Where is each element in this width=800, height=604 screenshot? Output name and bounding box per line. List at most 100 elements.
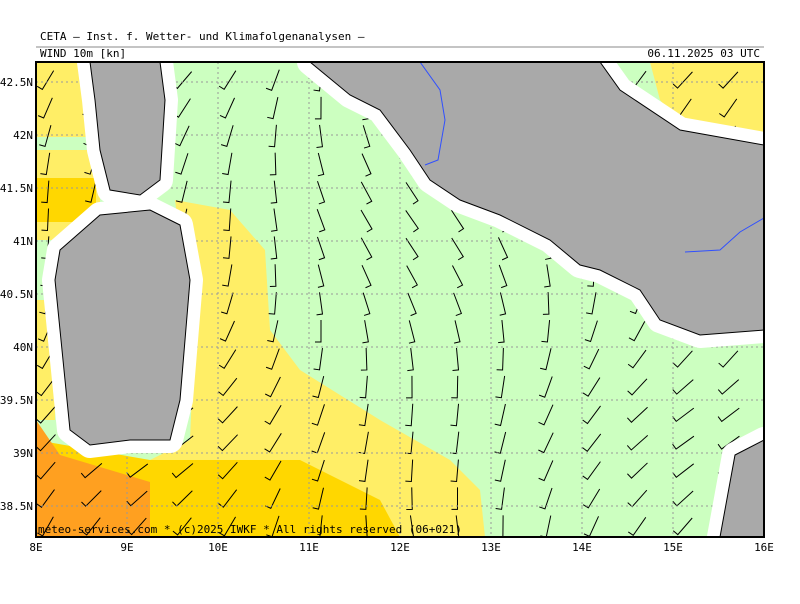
lat-label: 39N (13, 447, 33, 460)
wind-barb (362, 320, 369, 344)
lon-label: 16E (754, 541, 774, 554)
wind-barb (36, 434, 56, 452)
wind-barb (360, 181, 373, 205)
wind-barb (175, 153, 189, 175)
land (54, 62, 764, 537)
wind-barb (219, 320, 235, 342)
corsica (89, 62, 166, 196)
wind-barb (220, 125, 234, 147)
wind-barb (81, 490, 102, 507)
wind-barb (627, 462, 648, 479)
wind-barb (497, 237, 509, 261)
wind-barb (36, 489, 55, 509)
wind-barb (222, 264, 233, 287)
wind-barb (172, 517, 192, 536)
wind-barb (494, 431, 507, 454)
wind-barb (218, 377, 238, 397)
wind-barb (626, 406, 648, 423)
lon-label: 14E (572, 541, 592, 554)
wind-barb (264, 405, 282, 425)
wind-barb (269, 264, 277, 287)
lat-label: 42.5N (0, 76, 33, 89)
wind-barb (451, 237, 464, 261)
wind-barb (719, 98, 738, 118)
wind-barb (362, 125, 371, 149)
wind-barb (498, 320, 505, 344)
title: CETA – Inst. f. Wetter- und Klimafolgena… (40, 30, 365, 43)
wind-barb (409, 515, 415, 537)
wind-barb (405, 210, 419, 233)
wind-barb (672, 517, 693, 536)
sicily (719, 439, 764, 537)
wind-barb (451, 210, 465, 233)
wind-barb (81, 517, 101, 536)
wind-barb (171, 463, 194, 479)
wind-barb (455, 515, 460, 537)
wind-barb (223, 208, 232, 231)
wind-barb (496, 347, 504, 371)
credit: meteo-services.com * (c)2025 IWKF * All … (38, 523, 462, 536)
wind-barb (270, 236, 278, 260)
wind-barb (36, 70, 55, 91)
wind-barb (217, 462, 238, 480)
wind-barb (672, 407, 695, 423)
wind-barb (627, 517, 647, 537)
map-frame (35, 61, 765, 538)
wind-barb (495, 487, 505, 510)
wind-barb (494, 459, 506, 482)
wind-barb (452, 347, 460, 371)
wind-barb (718, 71, 739, 89)
lat-label: 41N (13, 235, 33, 248)
wind-barb (314, 96, 322, 120)
wind-barb (359, 375, 368, 399)
wind-barb (267, 320, 279, 343)
wind-barb (538, 432, 554, 454)
wind-barb (316, 292, 324, 316)
sardinia (54, 209, 191, 446)
wind-barb (264, 376, 281, 398)
wind-barb (450, 459, 459, 483)
wind-barb (586, 292, 597, 315)
wind-barb (358, 459, 369, 482)
italy (309, 62, 764, 336)
wind-barb (451, 375, 459, 399)
map-area (36, 62, 764, 537)
wind-barb (405, 459, 414, 483)
wind-barb (265, 488, 281, 510)
wind-barb (499, 292, 507, 316)
wind-barb (316, 208, 326, 233)
wind-barb (174, 125, 190, 147)
wind-barb (311, 404, 325, 426)
wind-barb (312, 376, 325, 399)
wind-barb (222, 180, 232, 204)
wind-barb (582, 461, 601, 481)
wind-barb (268, 124, 277, 148)
wind-barb (175, 180, 188, 203)
wind-barb (495, 375, 506, 399)
wind-barb (218, 70, 237, 91)
wind-barb (541, 320, 551, 343)
lon-label: 12E (390, 541, 410, 554)
wind-barb (265, 69, 280, 91)
wind-barb (540, 348, 552, 371)
wind-barb (217, 406, 238, 424)
wind-barb (406, 487, 413, 511)
wind-barb (316, 236, 326, 261)
lat-label: 39.5N (0, 394, 33, 407)
wind-barb (360, 237, 373, 261)
wind-barb (126, 463, 149, 478)
wind-barb (672, 350, 693, 368)
wind-barb (626, 434, 649, 451)
wind-barb (317, 264, 325, 288)
wind-barb (316, 124, 324, 148)
wind-barb (36, 406, 56, 424)
wind-barb (582, 377, 601, 397)
wind-barb (80, 463, 103, 479)
wind-barb (37, 97, 53, 119)
wind-barb (451, 265, 464, 289)
wind-barb (405, 237, 419, 261)
lat-label: 40.5N (0, 288, 33, 301)
lat-label: 41.5N (0, 182, 33, 195)
river (419, 62, 446, 166)
wind-barb (41, 180, 50, 204)
